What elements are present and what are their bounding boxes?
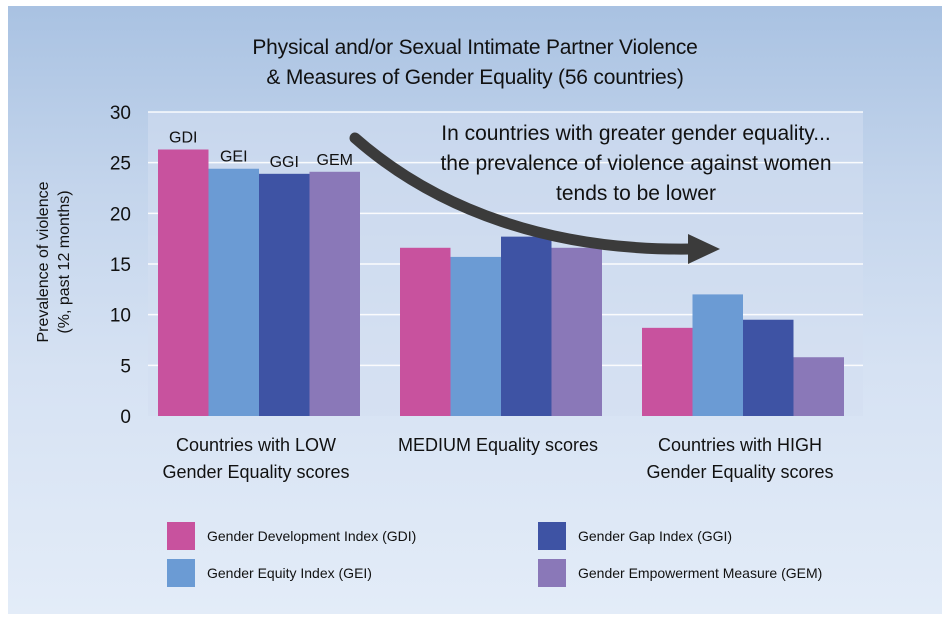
bar-chart: 0 5 10 15 20 25 30 Prevalence of violence (%, pa… [35,103,863,428]
y-tick-label: 30 [110,103,131,124]
bar-ggi-1 [501,236,552,416]
legend-swatch-gem [538,559,566,587]
bar-gem-1 [551,247,602,416]
annotation-line: the prevalence of violence against women [440,152,831,175]
y-axis-label-line: (%, past 12 months) [56,190,73,333]
legend-item-gdi: Gender Development Index (GDI) [167,522,416,550]
category-label-medium: MEDIUM Equality scores [378,432,618,459]
y-tick-label: 10 [110,306,131,327]
bar-label-ggi: GGI [270,154,299,171]
category-label-medium-line-1: MEDIUM Equality scores [397,435,599,455]
bar-gdi-1 [400,247,451,416]
legend-label-gei: Gender Equity Index (GEI) [207,565,372,581]
y-tick-label: 20 [110,204,131,225]
bar-gem-0 [309,171,360,416]
category-label-high-line-1: Countries with HIGH [657,435,823,455]
y-tick-label: 25 [110,154,131,175]
bar-gei-1 [450,256,501,416]
category-label-low: Countries with LOW Gender Equality score… [136,432,376,486]
annotation-line: In countries with greater gender equalit… [441,122,831,145]
chart-title-line-1: Physical and/or Sexual Intimate Partner … [252,36,698,59]
category-label-low-line-1: Countries with LOW [175,435,337,455]
legend-label-gdi: Gender Development Index (GDI) [207,528,417,544]
bar-gem-2 [793,357,844,416]
y-axis-label-line: Prevalence of violence [35,181,52,342]
bar-label-gdi: GDI [169,129,197,146]
bar-gei-0 [208,168,259,416]
y-tick-label: 5 [120,356,131,377]
trend-arrow-head [688,234,720,264]
bar-gdi-0 [158,149,209,416]
chart-title-line-2: & Measures of Gender Equality (56 countr… [266,66,684,89]
legend-label-gem: Gender Empowerment Measure (GEM) [578,565,823,581]
bar-gei-2 [692,294,743,416]
legend-label-ggi: Gender Gap Index (GGI) [578,528,733,544]
legend-item-ggi: Gender Gap Index (GGI) [538,522,732,550]
bar-gdi-2 [642,327,693,416]
bar-ggi-2 [743,319,794,416]
bar-ggi-0 [259,173,310,416]
category-label-high: Countries with HIGH Gender Equality scor… [620,432,860,486]
legend-swatch-gei [167,559,195,587]
category-label-low-line-2: Gender Equality scores [162,462,350,482]
legend-swatch-gdi [167,522,195,550]
bar-label-gei: GEI [220,149,248,166]
category-label-high-line-2: Gender Equality scores [646,462,834,482]
legend-swatch-ggi [538,522,566,550]
y-tick-label: 15 [110,255,131,276]
chart-panel: Physical and/or Sexual Intimate Partner … [8,6,942,614]
annotation-line: tends to be lower [556,182,716,205]
y-tick-label: 0 [120,407,131,428]
bar-label-gem: GEM [317,152,353,169]
legend-item-gei: Gender Equity Index (GEI) [167,559,372,587]
trend-arrow-shaft [349,132,697,255]
legend-item-gem: Gender Empowerment Measure (GEM) [538,559,822,587]
